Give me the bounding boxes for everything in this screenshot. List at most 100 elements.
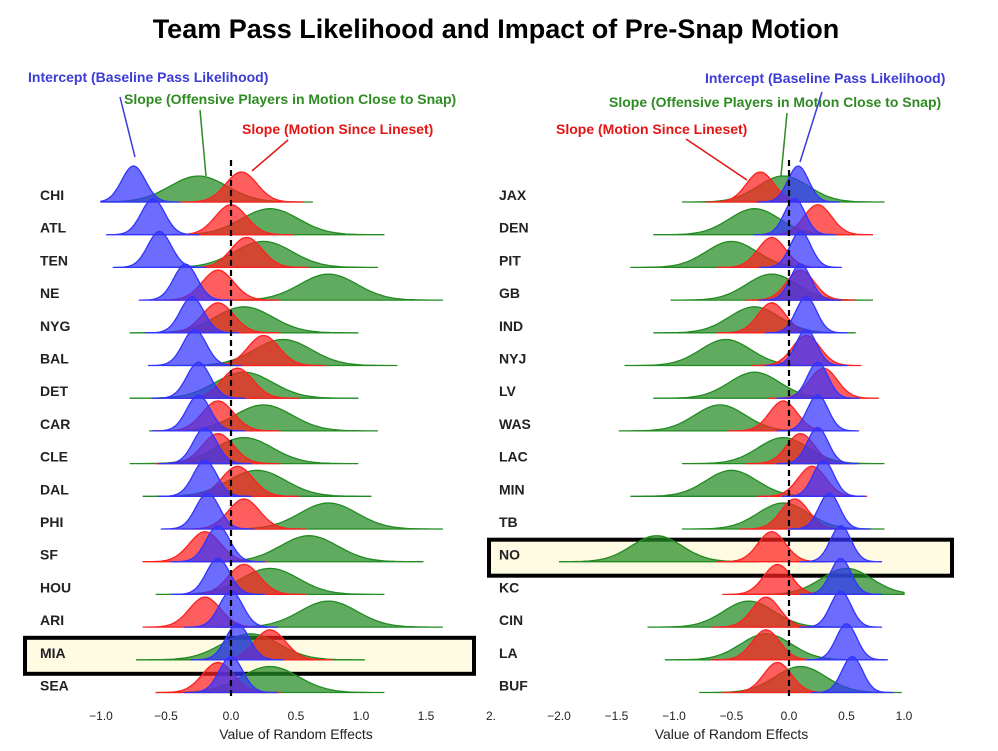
x-tick-label: −0.5 (720, 709, 744, 723)
right-annotation-intercept: Intercept (Baseline Pass Likelihood) (705, 70, 945, 86)
density-intercept-la (805, 623, 888, 661)
x-tick-label: −1.0 (662, 709, 686, 723)
right-pointer-slope-lineset (685, 138, 748, 181)
team-label-sea: SEA (40, 678, 69, 694)
x-tick-label: −0.5 (154, 709, 178, 723)
team-label-cle: CLE (40, 449, 68, 465)
left-pointer-slope-lineset (251, 139, 289, 172)
density-slope-lineset-chi (179, 171, 304, 203)
ridge-row-dal: DAL (40, 459, 372, 497)
density-intercept-den (753, 198, 837, 236)
density-intercept-gb (759, 263, 842, 301)
right-pointer-intercept (799, 91, 823, 163)
ridge-row-phi: PHI (40, 492, 443, 530)
x-tick-label: 0.5 (288, 709, 305, 723)
ridge-row-ne: NE (40, 263, 443, 301)
team-label-kc: KC (499, 579, 519, 595)
density-intercept-tb (787, 492, 871, 530)
team-label-ne: NE (40, 285, 59, 301)
team-label-phi: PHI (40, 514, 63, 530)
team-label-nyg: NYG (40, 318, 70, 334)
x-tick-label: 1.5 (418, 709, 435, 723)
ridge-row-cle: CLE (40, 426, 359, 465)
team-label-mia: MIA (40, 645, 66, 661)
ridge-row-ind: IND (499, 296, 856, 334)
team-label-sf: SF (40, 547, 58, 563)
team-label-det: DET (40, 383, 68, 399)
left-pointer-slope-close (199, 109, 207, 177)
density-intercept-nyg (145, 296, 239, 334)
team-label-jax: JAX (499, 187, 527, 203)
density-intercept-hou (171, 557, 265, 596)
density-intercept-chi (100, 165, 181, 203)
density-intercept-ind (764, 296, 848, 334)
left-annotation-intercept: Intercept (Baseline Pass Likelihood) (28, 69, 268, 85)
left-pointer-intercept (119, 96, 136, 158)
team-label-pit: PIT (499, 252, 521, 268)
team-label-bal: BAL (40, 351, 69, 367)
team-label-was: WAS (499, 416, 531, 432)
team-label-no: NO (499, 547, 520, 563)
team-label-cin: CIN (499, 612, 523, 628)
x-tick-label: −1.0 (89, 709, 113, 723)
density-intercept-ten (112, 230, 207, 269)
team-label-min: MIN (499, 481, 525, 497)
density-intercept-nyj (764, 328, 848, 367)
ridge-row-no: NO (499, 525, 883, 563)
panels: CHI ATL TEN NE NYG BAL DET CAR CLE DAL PHI SF HOU ARI… (23, 160, 954, 742)
density-intercept-min (782, 459, 865, 497)
team-label-atl: ATL (40, 220, 67, 236)
ridge-row-nyg: NYG (40, 296, 359, 334)
ridge-row-atl: ATL (40, 198, 385, 236)
team-label-lac: LAC (499, 449, 528, 465)
ridge-row-cin: CIN (499, 590, 883, 628)
panel-1: CHI ATL TEN NE NYG BAL DET CAR CLE DAL PHI SF HOU ARI… (23, 160, 496, 742)
figure-title: Team Pass Likelihood and Impact of Pre-S… (153, 14, 840, 44)
highlight-box-no (487, 537, 954, 578)
density-intercept-atl (106, 198, 200, 236)
team-label-dal: DAL (40, 481, 69, 497)
team-label-hou: HOU (40, 579, 71, 595)
density-intercept-det (151, 361, 246, 399)
team-label-gb: GB (499, 285, 520, 301)
ridge-row-jax: JAX (499, 165, 885, 203)
density-intercept-sf (171, 525, 265, 563)
density-intercept-kc (799, 557, 883, 596)
panel-2: JAX DEN PIT GB IND NYJ LV WAS LAC MIN TB NO KC CIN LA B… (487, 160, 954, 742)
team-label-chi: CHI (40, 187, 64, 203)
ridge-row-buf: BUF (499, 655, 902, 694)
density-intercept-ne (138, 263, 233, 301)
density-intercept-phi (160, 492, 255, 530)
ridge-row-hou: HOU (40, 557, 385, 596)
ridge-row-was: WAS (499, 394, 860, 432)
team-label-buf: BUF (499, 678, 528, 694)
right-annotation-slope-close: Slope (Offensive Players in Motion Close… (609, 94, 941, 110)
density-intercept-mia (190, 623, 285, 661)
density-intercept-buf (810, 655, 894, 694)
team-label-lv: LV (499, 383, 517, 399)
x-tick-label: 1.0 (896, 709, 913, 723)
density-intercept-was (776, 394, 860, 432)
ridge-row-den: DEN (499, 198, 873, 236)
density-intercept-jax (756, 165, 840, 203)
ridge-row-car: CAR (40, 394, 378, 432)
density-intercept-pit (759, 230, 842, 269)
ridge-row-sf: SF (40, 525, 424, 563)
ridge-row-gb: GB (499, 263, 873, 301)
density-slope-lineset-ten (184, 236, 309, 269)
team-label-ind: IND (499, 318, 523, 334)
ridge-row-ari: ARI (40, 590, 443, 628)
x-axis-label: Value of Random Effects (655, 726, 809, 742)
density-intercept-dal (158, 459, 252, 497)
ridge-row-pit: PIT (499, 230, 842, 269)
right-annotation-slope-lineset: Slope (Motion Since Lineset) (556, 121, 747, 137)
density-intercept-bal (147, 328, 242, 367)
team-label-ari: ARI (40, 612, 64, 628)
ridge-row-ten: TEN (40, 230, 378, 269)
team-label-ten: TEN (40, 252, 68, 268)
left-annotation-slope-lineset: Slope (Motion Since Lineset) (242, 121, 433, 137)
ridge-row-la: LA (499, 623, 888, 661)
team-label-den: DEN (499, 220, 529, 236)
x-tick-label: 0.0 (781, 709, 798, 723)
